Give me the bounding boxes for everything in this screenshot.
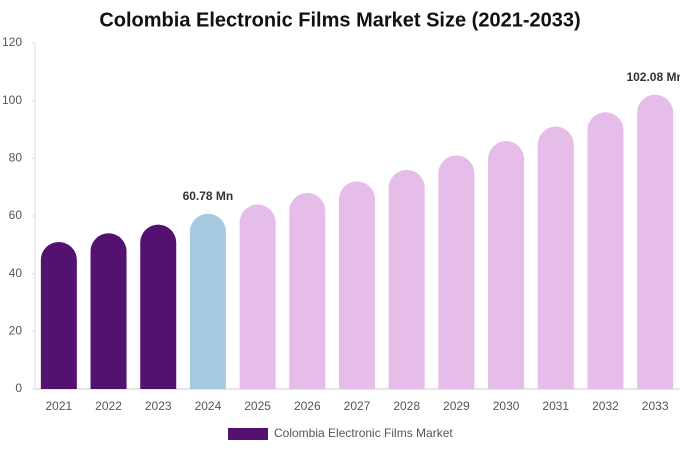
y-tick-label: 120: [2, 35, 22, 49]
x-tick-label: 2030: [493, 399, 520, 413]
y-tick-label: 20: [9, 324, 23, 338]
legend-label: Colombia Electronic Films Market: [274, 426, 453, 440]
x-tick-label: 2024: [195, 399, 222, 413]
bar: [587, 112, 624, 389]
bar: [339, 181, 375, 389]
y-tick-label: 100: [2, 93, 22, 107]
x-tick-label: 2026: [294, 399, 321, 413]
x-tick-label: 2029: [443, 399, 470, 413]
bar: [289, 192, 326, 389]
bar: [637, 94, 674, 389]
bar: [488, 141, 525, 389]
y-tick-label: 80: [9, 151, 23, 165]
y-tick-label: 0: [15, 381, 22, 395]
x-tick-label: 2028: [393, 399, 420, 413]
bar: [140, 224, 177, 389]
legend-swatch: [228, 428, 268, 440]
y-tick-label: 60: [9, 208, 23, 222]
x-tick-label: 2027: [344, 399, 371, 413]
value-label: 60.78 Mn: [183, 189, 234, 203]
x-tick-label: 2033: [642, 399, 669, 413]
bar: [239, 204, 276, 389]
y-tick-label: 40: [9, 266, 23, 280]
x-tick-label: 2022: [95, 399, 122, 413]
bar: [90, 233, 127, 389]
x-tick-label: 2025: [244, 399, 271, 413]
bar: [388, 169, 425, 389]
bar: [40, 241, 77, 389]
x-tick-label: 2021: [45, 399, 72, 413]
x-tick-label: 2023: [145, 399, 172, 413]
bar: [537, 126, 574, 390]
chart-title: Colombia Electronic Films Market Size (2…: [99, 9, 580, 31]
x-tick-label: 2031: [542, 399, 569, 413]
x-tick-label: 2032: [592, 399, 619, 413]
bar: [438, 155, 475, 389]
bar: [189, 213, 226, 389]
value-label: 102.08 Mn: [626, 70, 680, 84]
